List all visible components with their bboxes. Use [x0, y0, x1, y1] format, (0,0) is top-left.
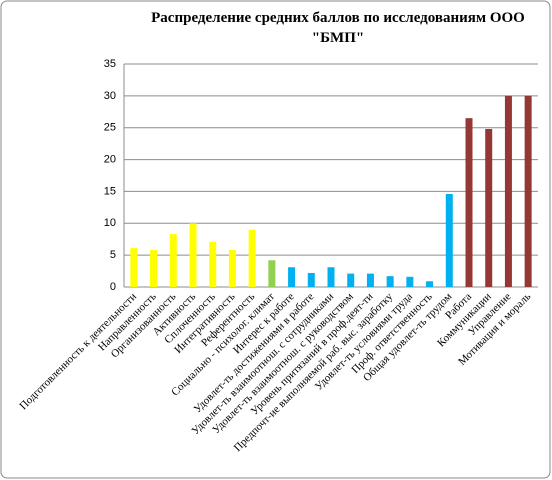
y-tick-label: 35: [104, 58, 116, 70]
y-tick-label: 25: [104, 122, 116, 134]
bar: [169, 234, 177, 287]
y-tick-label: 15: [104, 185, 116, 197]
bar: [327, 267, 335, 287]
y-tick-label: 30: [104, 90, 116, 102]
bar: [150, 250, 158, 287]
y-tick-label: 0: [110, 281, 116, 293]
bar: [445, 193, 453, 287]
y-tick-label: 20: [104, 153, 116, 165]
chart-title: "БМП": [312, 30, 364, 46]
bar: [524, 95, 532, 287]
bar: [228, 250, 236, 287]
bar: [268, 260, 276, 287]
bar: [209, 241, 217, 287]
bar: [307, 272, 315, 287]
bar: [386, 276, 394, 287]
bar: [485, 128, 493, 287]
bar: [465, 118, 473, 288]
bar: [248, 229, 256, 287]
bar: [406, 276, 414, 287]
bar: [347, 273, 355, 287]
bar: [288, 267, 296, 287]
y-tick-label: 5: [110, 249, 116, 261]
chart-title: Распределение средних баллов по исследов…: [151, 10, 525, 26]
bar: [504, 95, 512, 287]
bar: [130, 248, 138, 287]
y-tick-label: 10: [104, 217, 116, 229]
bar: [189, 223, 197, 287]
bar: [426, 281, 434, 287]
bar: [366, 273, 374, 287]
